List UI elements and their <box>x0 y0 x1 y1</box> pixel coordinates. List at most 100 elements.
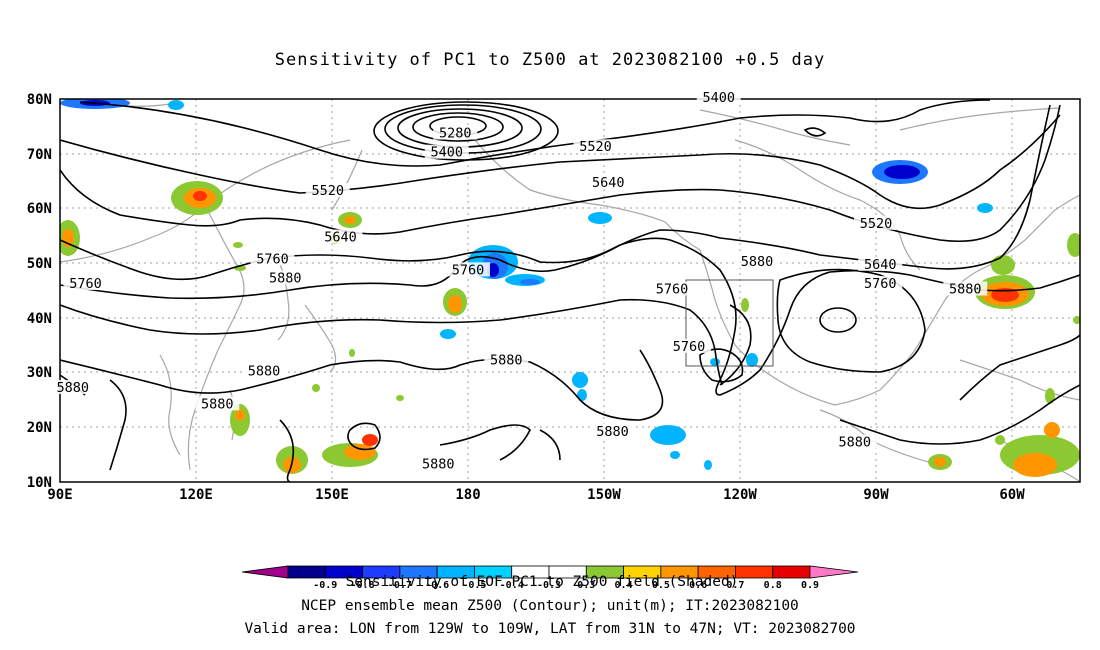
contour-label: 5280 <box>439 126 472 142</box>
contour-label: 5880 <box>248 364 281 380</box>
contour-label-bg <box>650 281 694 296</box>
contour-label: 5880 <box>56 380 89 396</box>
contour-label-bg <box>943 281 988 296</box>
contour-label: 5880 <box>949 282 982 298</box>
colorbar-box <box>287 565 326 579</box>
caption-line-1: NCEP ensemble mean Z500 (Contour); unit(… <box>301 598 799 614</box>
lon-label: 180 <box>455 487 480 503</box>
contour-label: 5760 <box>452 262 485 278</box>
contour-label-bg <box>446 262 490 277</box>
contour-label-bg <box>263 270 308 285</box>
colorbar-tick-label: -0.6 <box>425 580 449 591</box>
contour-label-bg <box>242 363 286 378</box>
colorbar-box <box>735 565 774 579</box>
contour-label: 5760 <box>864 276 897 292</box>
colorbar-tick-label: -0.3 <box>537 580 561 591</box>
contour-label: 5520 <box>311 183 344 199</box>
lat-axis: 80N 70N 60N 50N 40N 30N 20N 10N <box>27 92 52 491</box>
contour-label-bg <box>832 434 877 449</box>
contour-label-bg <box>858 256 903 271</box>
lat-label: 50N <box>27 256 52 272</box>
contour-label-bg <box>195 396 240 411</box>
lon-label: 150W <box>587 487 621 503</box>
colorbar-box <box>772 565 811 579</box>
lat-label: 80N <box>27 92 52 108</box>
lat-label: 20N <box>27 420 52 436</box>
lat-label: 30N <box>27 365 52 381</box>
caption-line-2: Valid area: LON from 129W to 109W, LAT f… <box>244 621 856 637</box>
colorbar-tick-label: 0.5 <box>652 580 670 591</box>
map-title: Sensitivity of PC1 to Z500 at 2023082100… <box>274 50 826 70</box>
gridlines <box>60 99 1080 482</box>
colorbar-tick-label: 0.6 <box>689 580 707 591</box>
colorbar-tick-label: -0.4 <box>500 580 524 591</box>
colorbar-tick-label: -0.8 <box>351 580 375 591</box>
contour-label: 5400 <box>702 90 735 106</box>
contour-label-bg <box>433 125 478 140</box>
contour-label-bg <box>590 423 635 438</box>
colorbar-tick-label: 0.3 <box>577 580 595 591</box>
contour-label-bg <box>424 144 469 159</box>
contour-label: 5760 <box>69 276 102 292</box>
contour-label-bg <box>50 379 95 394</box>
lon-label: 90W <box>863 487 889 503</box>
contour-label: 5520 <box>579 139 612 155</box>
colorbar-tick-label: 0.8 <box>764 580 782 591</box>
contour-label-bg <box>305 183 350 198</box>
contour-label-bg <box>250 251 295 266</box>
contour-label: 5880 <box>269 271 302 287</box>
lat-label: 60N <box>27 201 52 217</box>
colorbar-min-arrow <box>241 565 289 579</box>
coastlines <box>60 99 1080 482</box>
contour-label: 5640 <box>864 257 897 273</box>
contour-label-bg <box>484 352 529 367</box>
contour-label: 5760 <box>673 339 706 355</box>
contour-label: 5880 <box>422 457 455 473</box>
map-frame <box>59 98 1081 483</box>
contour-label-bg <box>573 139 618 154</box>
colorbar-tick-label: -0.5 <box>462 580 486 591</box>
contour-label: 5880 <box>201 396 234 412</box>
contour-label-bg <box>63 276 108 291</box>
lat-label: 40N <box>27 311 52 327</box>
lon-label: 120W <box>723 487 757 503</box>
contour-label: 5880 <box>490 353 523 369</box>
lat-label: 10N <box>27 475 52 491</box>
colorbar-tick-label: 0.9 <box>801 580 819 591</box>
contour-label: 5760 <box>256 251 289 267</box>
lat-label: 70N <box>27 147 52 163</box>
contour-label-bg <box>667 338 711 353</box>
contour-label-bg <box>854 215 898 230</box>
contour-label: 5520 <box>860 216 893 232</box>
lon-label: 60W <box>999 487 1025 503</box>
contour-label-bg <box>318 229 363 244</box>
contour-label: 5880 <box>741 254 774 270</box>
contour-label-bg <box>858 276 903 291</box>
lon-label: 120E <box>179 487 213 503</box>
valid-area-box <box>685 279 774 367</box>
contour-label-bg <box>586 174 631 189</box>
contour-label: 5880 <box>596 424 629 440</box>
colorbar: -0.9 -0.8 -0.7 -0.6 -0.5 -0.4 -0.3 0.3 0.4 0.5 0.6… <box>241 565 859 591</box>
colorbar-tick-label: -0.7 <box>388 580 412 591</box>
lon-label: 90E <box>47 487 72 503</box>
contour-label-bg <box>696 90 741 104</box>
sensitivity-shading <box>60 99 1080 477</box>
contour-labels: 5400 5280 5400 5520 5640 5520 5640 5760 5760 5880… <box>50 90 988 473</box>
colorbar-max-arrow <box>809 565 859 579</box>
contour-label-bg <box>735 254 779 269</box>
contour-label: 5760 <box>656 282 689 298</box>
colorbar-tick-label: -0.9 <box>313 580 337 591</box>
colorbar-tick-label: 0.7 <box>726 580 744 591</box>
colorbar-overlap-text: Sensitivity of EOF PC1 to Z500 field (Sh… <box>346 574 739 590</box>
contour-label-bg <box>416 456 461 471</box>
contour-label: 5400 <box>430 145 463 161</box>
contour-label: 5640 <box>592 175 625 191</box>
contour-label: 5880 <box>838 435 871 451</box>
z500-contours <box>60 99 1080 482</box>
colorbar-tick-label: 0.4 <box>615 580 633 591</box>
lon-label: 150E <box>315 487 349 503</box>
lon-axis: 90E 120E 150E 180 150W 120W 90W 60W <box>47 487 1025 503</box>
contour-label: 5640 <box>324 230 357 246</box>
